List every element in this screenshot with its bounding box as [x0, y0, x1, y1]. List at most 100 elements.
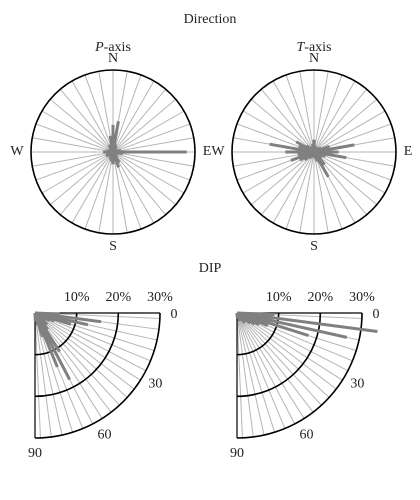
- section-title: Direction: [184, 12, 237, 27]
- spoke: [112, 123, 191, 153]
- spoke: [32, 137, 114, 153]
- spoke: [34, 312, 41, 438]
- spoke: [313, 80, 356, 153]
- spoke: [112, 98, 177, 153]
- grid-arc: [34, 312, 78, 356]
- compass-label: N: [309, 51, 319, 66]
- r-tick-label: 30%: [147, 290, 173, 305]
- spoke: [35, 151, 114, 181]
- compass-label: W: [10, 144, 24, 159]
- spoke: [49, 98, 114, 153]
- outer-circle: [30, 69, 196, 235]
- spoke: [313, 151, 386, 194]
- spoke: [41, 151, 114, 194]
- r-tick-label: 20%: [105, 290, 131, 305]
- spoke: [112, 137, 194, 153]
- spoke: [313, 71, 329, 153]
- spoke: [34, 312, 135, 390]
- r-tick-label: 20%: [307, 290, 333, 305]
- spoke: [236, 312, 322, 406]
- spoke: [250, 98, 315, 153]
- spoke: [34, 312, 120, 406]
- spoke: [34, 312, 141, 381]
- spoke: [236, 312, 265, 436]
- spoke: [34, 312, 147, 372]
- compass-label: N: [108, 51, 118, 66]
- spoke: [313, 151, 392, 181]
- spoke: [41, 110, 114, 153]
- r-tick-label: 10%: [266, 290, 292, 305]
- spoke: [272, 80, 315, 153]
- r-tick-label: 10%: [64, 290, 90, 305]
- spoke: [313, 74, 343, 153]
- spoke: [112, 110, 185, 153]
- spoke: [59, 151, 114, 216]
- spoke: [313, 151, 329, 233]
- spoke: [236, 312, 337, 390]
- spoke: [299, 71, 315, 153]
- chart-title: P-axis: [94, 40, 131, 55]
- spoke: [260, 88, 315, 153]
- spoke: [272, 151, 315, 224]
- grid-arc: [236, 312, 363, 439]
- compass-label: W: [211, 144, 225, 159]
- spoke: [313, 151, 378, 206]
- spoke: [32, 151, 114, 167]
- spoke: [112, 151, 167, 216]
- compass-label: E: [203, 144, 212, 159]
- angle-tick-label: 90: [230, 446, 244, 461]
- spoke: [84, 151, 114, 230]
- outer-circle: [231, 69, 397, 235]
- compass-label: E: [404, 144, 413, 159]
- spoke: [285, 74, 315, 153]
- spoke: [285, 151, 315, 230]
- grid-arc: [236, 312, 280, 356]
- spoke: [313, 110, 386, 153]
- grid-arc: [34, 312, 161, 439]
- spoke: [112, 151, 177, 206]
- spoke: [313, 151, 343, 230]
- spoke: [250, 151, 315, 206]
- spoke: [71, 80, 114, 153]
- spoke: [71, 151, 114, 224]
- spoke: [299, 151, 315, 233]
- spoke: [49, 151, 114, 206]
- spoke: [84, 74, 114, 153]
- spoke: [112, 74, 142, 153]
- spoke: [34, 312, 128, 398]
- angle-tick-label: 30: [350, 377, 364, 392]
- spoke: [112, 151, 194, 167]
- spoke: [236, 312, 330, 398]
- compass-label: S: [310, 239, 318, 254]
- spoke: [59, 88, 114, 153]
- spoke: [236, 312, 254, 437]
- angle-tick-label: 60: [98, 428, 112, 443]
- angle-tick-label: 90: [28, 446, 42, 461]
- spoke: [112, 151, 185, 194]
- spoke: [112, 151, 155, 224]
- angle-tick-label: 0: [171, 307, 178, 322]
- spoke: [236, 312, 305, 419]
- spoke: [112, 80, 155, 153]
- spoke: [236, 312, 314, 413]
- spoke: [34, 312, 63, 436]
- spoke: [236, 312, 243, 438]
- spoke: [112, 151, 191, 181]
- spoke: [35, 123, 114, 153]
- spoke: [260, 151, 315, 216]
- petal: [108, 135, 115, 153]
- spoke: [313, 98, 378, 153]
- spoke: [112, 151, 128, 233]
- r-tick-label: 30%: [349, 290, 375, 305]
- angle-tick-label: 60: [300, 428, 314, 443]
- petal: [236, 311, 378, 333]
- angle-tick-label: 0: [373, 307, 380, 322]
- spoke: [34, 312, 52, 437]
- grid-arc: [34, 312, 120, 398]
- angle-tick-label: 30: [148, 377, 162, 392]
- spoke: [313, 88, 368, 153]
- section-title: DIP: [199, 261, 222, 276]
- spoke: [236, 312, 296, 425]
- compass-label: S: [109, 239, 117, 254]
